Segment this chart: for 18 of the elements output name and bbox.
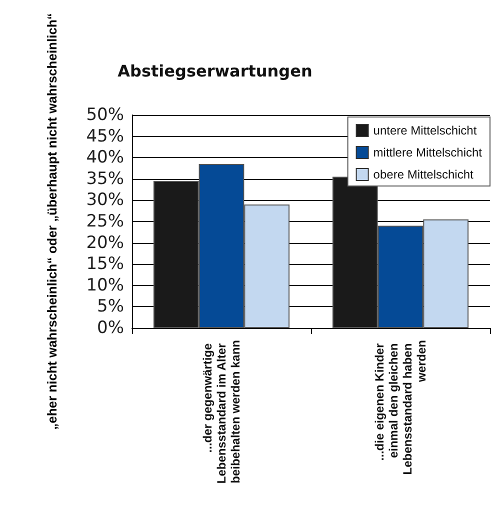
y-tick-label: 50% — [86, 105, 124, 125]
y-tick-label: 15% — [86, 254, 124, 274]
legend-label: obere Mittelschicht — [373, 168, 474, 182]
y-tick-label: 45% — [86, 126, 124, 146]
y-tick-label: 40% — [86, 148, 124, 168]
y-tick-label: 20% — [86, 232, 124, 253]
chart-title: Abstiegserwartungen — [118, 62, 312, 80]
y-tick-label: 10% — [86, 275, 124, 296]
legend-label: untere Mittelschicht — [373, 124, 478, 138]
y-tick-label: 5% — [97, 296, 124, 317]
y-tick-label: 0% — [97, 318, 124, 338]
x-tick-label: ...der gegenwärtige Lebensstandard im Alter beibehalten werden kann — [200, 340, 242, 484]
y-tick-label: 35% — [86, 168, 124, 189]
legend-label: mittlere Mittelschicht — [373, 146, 483, 160]
y-tick-label: 30% — [86, 190, 124, 210]
x-tick-label: ...die eigenen Kinder einmal den gleichen Lebensstandard haben werden — [372, 340, 428, 475]
y-axis-title: „eher nicht wahrscheinlich“ oder „überhaupt nicht wahrscheinlich“ — [44, 13, 60, 430]
y-tick-label: 25% — [86, 212, 124, 232]
